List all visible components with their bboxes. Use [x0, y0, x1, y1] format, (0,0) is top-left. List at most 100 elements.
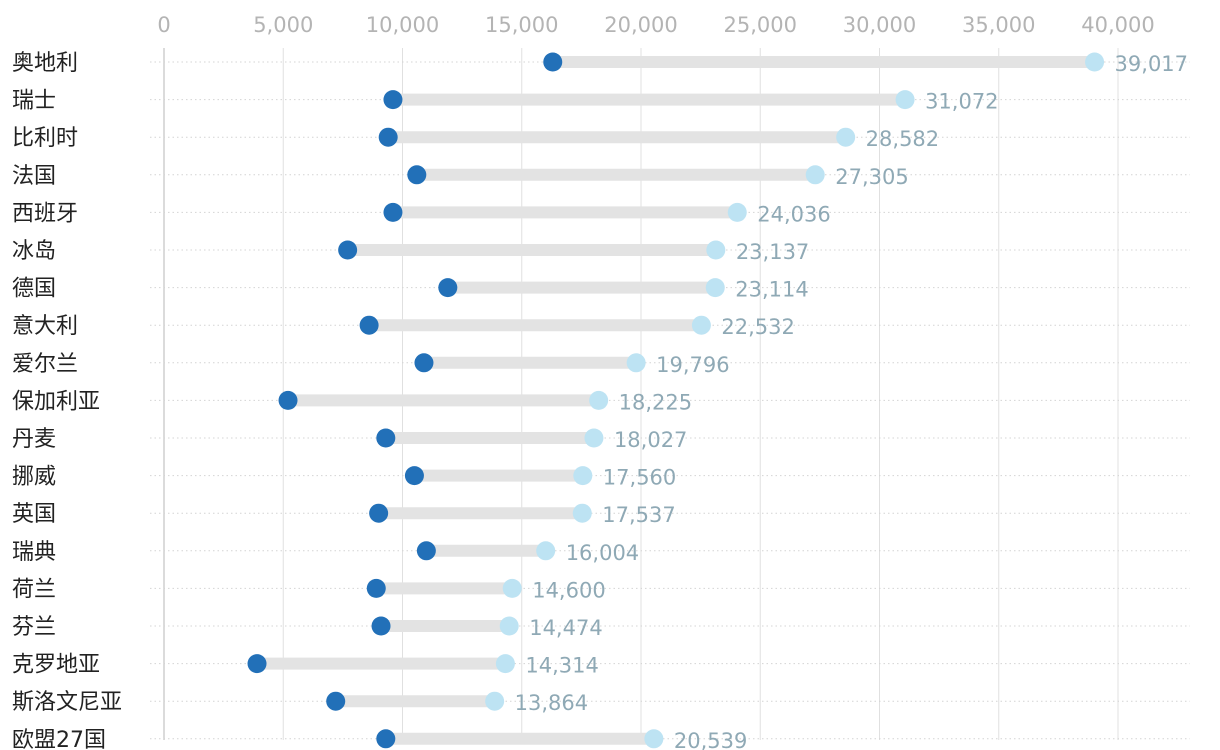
- end-point: [584, 428, 604, 448]
- data-row: 16,004: [416, 541, 639, 565]
- start-point: [376, 729, 396, 749]
- start-point: [407, 165, 427, 185]
- value-label: 14,314: [525, 654, 598, 678]
- category-label: 瑞典: [12, 540, 56, 565]
- category-label: 冰岛: [12, 239, 56, 264]
- x-axis-ticks: 0 5,000 10,000 15,000 20,000 25,000 30,000 35,0…: [157, 13, 1154, 37]
- value-label: 14,600: [532, 578, 605, 602]
- category-label: 瑞士: [12, 89, 56, 114]
- end-point: [706, 240, 726, 260]
- start-point: [404, 466, 424, 486]
- category-label: 西班牙: [12, 201, 78, 226]
- data-row: 14,474: [371, 616, 603, 640]
- start-point: [369, 503, 389, 523]
- start-point: [416, 541, 436, 561]
- start-point: [414, 353, 434, 373]
- x-tick-label: 5,000: [253, 13, 313, 37]
- data-row: 20,539: [376, 729, 747, 750]
- data-row: 18,225: [278, 390, 692, 414]
- category-label: 意大利: [12, 314, 78, 339]
- end-point: [1085, 52, 1105, 72]
- start-point: [383, 202, 403, 222]
- end-point: [691, 315, 711, 335]
- value-label: 17,537: [602, 503, 675, 527]
- x-tick-label: 15,000: [485, 13, 558, 37]
- value-label: 18,027: [614, 428, 687, 452]
- value-label: 31,072: [925, 90, 998, 114]
- value-label: 22,532: [721, 315, 794, 339]
- end-point: [836, 127, 856, 147]
- category-labels: 奥地利瑞士比利时法国西班牙冰岛德国意大利爱尔兰保加利亚丹麦挪威英国瑞典荷兰芬兰克…: [12, 51, 122, 750]
- end-point: [589, 390, 609, 410]
- start-point: [338, 240, 358, 260]
- start-point: [371, 616, 391, 636]
- start-point: [278, 390, 298, 410]
- data-row: 24,036: [383, 202, 831, 226]
- end-point: [572, 503, 592, 523]
- x-tick-label: 35,000: [962, 13, 1035, 37]
- data-row: 14,314: [247, 654, 599, 678]
- category-label: 英国: [12, 502, 56, 527]
- start-point: [543, 52, 563, 72]
- category-label: 克罗地亚: [12, 653, 100, 678]
- category-label: 奥地利: [12, 51, 78, 76]
- value-label: 16,004: [566, 541, 639, 565]
- start-point: [378, 127, 398, 147]
- start-point: [366, 578, 386, 598]
- data-row: 39,017: [543, 52, 1188, 76]
- start-point: [438, 278, 458, 298]
- data-row: 19,796: [414, 353, 730, 377]
- category-label: 荷兰: [12, 577, 56, 602]
- end-point: [626, 353, 646, 373]
- x-tick-label: 10,000: [366, 13, 439, 37]
- x-tick-label: 20,000: [604, 13, 677, 37]
- end-point: [536, 541, 556, 561]
- start-point: [383, 90, 403, 110]
- x-tick-label: 30,000: [843, 13, 916, 37]
- end-point: [495, 654, 515, 674]
- category-label: 斯洛文尼亚: [12, 690, 122, 715]
- end-point: [727, 202, 747, 222]
- data-row: 14,600: [366, 578, 606, 602]
- category-label: 德国: [12, 277, 56, 302]
- value-label: 39,017: [1115, 52, 1188, 76]
- data-row: 18,027: [376, 428, 687, 452]
- data-row: 28,582: [378, 127, 939, 151]
- value-label: 20,539: [674, 729, 747, 750]
- value-label: 14,474: [529, 616, 602, 640]
- data-row: 22,532: [359, 315, 795, 339]
- gridlines: [163, 48, 1119, 740]
- start-point: [359, 315, 379, 335]
- end-point: [502, 578, 522, 598]
- end-point: [573, 466, 593, 486]
- value-label: 23,137: [736, 240, 809, 264]
- start-point: [376, 428, 396, 448]
- end-point: [705, 278, 725, 298]
- end-point: [644, 729, 664, 749]
- data-row: 23,137: [338, 240, 809, 264]
- category-label: 挪威: [12, 465, 56, 490]
- value-label: 28,582: [866, 127, 939, 151]
- category-label: 保加利亚: [12, 389, 100, 414]
- category-label: 丹麦: [12, 427, 56, 452]
- end-point: [499, 616, 519, 636]
- x-tick-label: 25,000: [724, 13, 797, 37]
- category-label: 欧盟27国: [12, 728, 106, 750]
- value-label: 19,796: [656, 353, 729, 377]
- x-tick-label: 40,000: [1081, 13, 1154, 37]
- data-row: 31,072: [383, 90, 999, 114]
- value-label: 23,114: [735, 278, 808, 302]
- end-point: [805, 165, 825, 185]
- category-label: 爱尔兰: [12, 352, 78, 377]
- end-point: [895, 90, 915, 110]
- value-label: 27,305: [835, 165, 908, 189]
- value-label: 24,036: [757, 202, 830, 226]
- value-label: 13,864: [515, 691, 588, 715]
- start-point: [326, 691, 346, 711]
- x-tick-label: 0: [157, 13, 170, 37]
- category-label: 法国: [12, 164, 56, 189]
- data-row: 13,864: [326, 691, 588, 715]
- value-label: 18,225: [619, 390, 692, 414]
